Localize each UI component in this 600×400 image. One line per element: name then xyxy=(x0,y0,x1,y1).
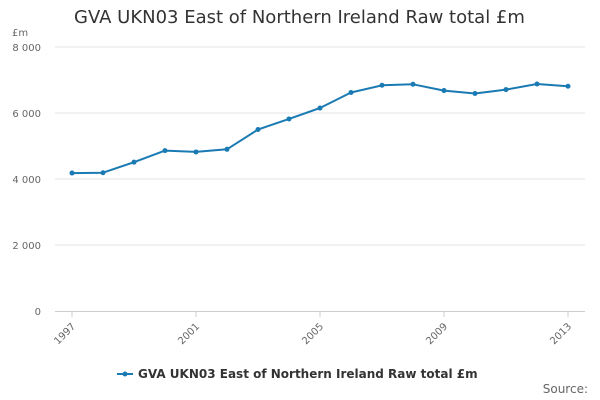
y-tick-label: 6 000 xyxy=(12,109,41,120)
source-label: Source: xyxy=(543,382,588,396)
data-point[interactable] xyxy=(100,170,106,176)
y-tick-label: 0 xyxy=(35,307,41,318)
x-tick-label: 2001 xyxy=(176,321,202,347)
data-point[interactable] xyxy=(255,127,261,132)
data-point[interactable] xyxy=(410,81,416,87)
y-tick-label: 2 000 xyxy=(12,241,41,252)
data-point[interactable] xyxy=(534,81,540,87)
chart-title: GVA UKN03 East of Northern Ireland Raw t… xyxy=(74,7,525,28)
data-point[interactable] xyxy=(348,90,354,96)
data-point[interactable] xyxy=(379,82,385,88)
gridlines xyxy=(55,46,585,246)
x-tick-label: 2009 xyxy=(424,321,450,347)
legend[interactable]: GVA UKN03 East of Northern Ireland Raw t… xyxy=(117,367,478,381)
data-point[interactable] xyxy=(224,146,230,152)
y-tick-label: 4 000 xyxy=(12,175,41,186)
data-point[interactable] xyxy=(162,148,168,154)
data-point[interactable] xyxy=(317,105,323,111)
data-point[interactable] xyxy=(565,83,571,89)
data-point[interactable] xyxy=(472,91,478,97)
series-line xyxy=(71,83,569,175)
x-tick-label: 2013 xyxy=(548,321,574,347)
legend-point-marker xyxy=(122,371,128,377)
axis-labels: 0 2 000 4 000 6 000 8 000 £m 1997 2001 2005 2009 2… xyxy=(12,28,574,347)
x-tick-label: 1997 xyxy=(52,321,78,347)
series-layer xyxy=(69,81,571,176)
data-point[interactable] xyxy=(441,88,447,94)
data-point[interactable] xyxy=(69,170,75,176)
x-tick-label: 2005 xyxy=(300,321,326,347)
data-point[interactable] xyxy=(193,149,199,155)
data-point[interactable] xyxy=(286,116,292,122)
legend-label[interactable]: GVA UKN03 East of Northern Ireland Raw t… xyxy=(138,367,478,381)
data-point[interactable] xyxy=(131,159,137,165)
axes xyxy=(55,311,585,317)
y-axis-label: £m xyxy=(12,28,28,39)
data-point[interactable] xyxy=(503,87,509,93)
y-tick-label: 8 000 xyxy=(12,43,41,54)
